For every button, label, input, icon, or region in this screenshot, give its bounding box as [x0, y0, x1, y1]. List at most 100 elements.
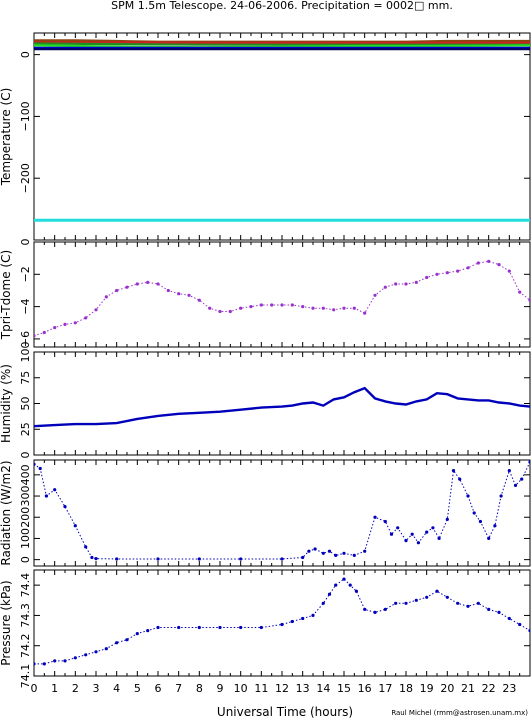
x-tick-label: 6: [155, 682, 162, 695]
temperature-series-line: [34, 44, 530, 49]
tdiff-point: [466, 266, 470, 270]
radiation-frame: [33, 459, 531, 567]
time-axis: 0 1 2 3 4 5 6 7 8 9 10 11 12 13 14 15 16 17 18 19 20 21 22 23: [31, 682, 517, 695]
pressure-point: [239, 625, 243, 630]
temperature-series-line: [34, 39, 530, 43]
x-tick-label: 12: [275, 682, 289, 695]
tdiff-point: [63, 322, 67, 326]
pressure-point: [383, 607, 387, 612]
humidity-ytick-label: 50: [19, 397, 32, 411]
x-tick-label: 22: [482, 682, 496, 695]
x-tick-label: 8: [196, 682, 203, 695]
x-tick-label: 14: [316, 682, 330, 695]
radiation-y-axis-label: Radiation (W/m2): [0, 460, 13, 565]
tdiff-frame: [33, 241, 531, 348]
tdiff-point: [487, 259, 491, 263]
pressure-y-axis-label: Pressure (kPa): [0, 580, 13, 665]
tdiff-ytick-label: −2: [19, 266, 32, 282]
humidity-frame: [33, 351, 531, 456]
pressure-point: [280, 622, 284, 627]
temperature-plot-area: [34, 39, 530, 222]
pressure-point: [42, 662, 46, 666]
temperature-frame: [33, 32, 531, 241]
temperature-ytick-label: −200: [19, 163, 32, 193]
pressure-point: [476, 601, 480, 605]
temperature-ytick-label: 0: [19, 51, 32, 58]
x-tick-label: 1: [51, 682, 58, 695]
pressure-point: [466, 604, 470, 608]
radiation-point: [94, 557, 98, 561]
tdiff-plot-area: [34, 259, 530, 338]
tdiff-point: [259, 303, 263, 307]
tdiff-point: [435, 272, 439, 276]
tdiff-point: [456, 269, 460, 273]
humidity-ytick-label: 75: [19, 371, 32, 385]
tdiff-point: [125, 285, 129, 289]
tdiff-y-axis-label: Tpri-Tdome (C): [0, 250, 13, 340]
panels: 0 −100 −200 Temperature (C) 0 −2 −4 −6 Tpri-Tdom…: [0, 32, 531, 689]
x-tick-label: 16: [358, 682, 372, 695]
x-tick-label: 21: [461, 682, 475, 695]
radiation-ytick-label: 0: [19, 556, 32, 563]
pressure-point: [259, 625, 263, 630]
x-tick-label: 3: [93, 682, 100, 695]
tdiff-point: [239, 306, 243, 310]
humidity-plot-area: [34, 386, 530, 428]
x-tick-label: 7: [175, 682, 182, 695]
temperature-series-line: [34, 41, 530, 45]
tdiff-point: [249, 305, 253, 309]
chart-title: SPM 1.5m Telescope. 24-06-2006. Precipit…: [111, 0, 453, 12]
tdiff-point: [218, 309, 222, 314]
pressure-point-trace: [34, 578, 530, 665]
humidity-ytick-label: 25: [19, 422, 32, 436]
credit-text: Raul Michel (rmm@astrosen.unam.mx): [391, 709, 528, 717]
tdiff-point: [135, 282, 139, 286]
pressure-ytick-label: 74.2: [19, 633, 32, 658]
pressure-ytick-label: 74.1: [19, 664, 32, 689]
pressure-point: [373, 610, 377, 615]
x-tick-label: 4: [113, 682, 120, 695]
x-tick-label: 11: [254, 682, 268, 695]
temperature-series-line: [34, 42, 530, 46]
radiation-point-trace: [34, 461, 530, 560]
temperature-y-axis-label: Temperature (C): [0, 88, 13, 187]
x-tick-label: 19: [420, 682, 434, 695]
humidity-y-axis-label: Humidity (%): [0, 364, 13, 443]
tdiff-point: [445, 271, 449, 275]
radiation-ytick-label: 300: [19, 486, 32, 507]
x-tick-label: 5: [134, 682, 141, 695]
radiation-point: [327, 549, 332, 553]
radiation-ytick-label: 400: [19, 464, 32, 485]
tdiff-panel: 0 −2 −4 −6 Tpri-Tdome (C): [0, 239, 531, 348]
temperature-panel: 0 −100 −200 Temperature (C): [0, 32, 531, 241]
tdiff-ytick-label: −4: [19, 299, 32, 315]
humidity-series-line: [34, 386, 530, 428]
tdiff-point-trace: [34, 260, 530, 337]
radiation-plot-area: [34, 460, 530, 561]
radiation-ytick-label: 100: [19, 528, 32, 549]
x-tick-label: 2: [72, 682, 79, 695]
tdiff-ytick-label: −6: [19, 331, 32, 347]
tdiff-ytick-label: 0: [19, 239, 32, 246]
x-tick-label: 23: [502, 682, 516, 695]
pressure-panel: 74.1 74.2 74.3 74.4 Pressure (kPa): [0, 569, 531, 689]
pressure-point: [63, 659, 67, 663]
x-tick-label: 0: [31, 682, 38, 695]
pressure-ytick-label: 74.4: [19, 573, 32, 598]
radiation-point: [373, 515, 377, 519]
radiation-point: [239, 557, 243, 561]
humidity-ytick-label: 0: [19, 452, 32, 459]
tdiff-point: [270, 303, 274, 307]
humidity-ytick-label: 100: [19, 342, 32, 363]
x-tick-label: 18: [399, 682, 413, 695]
tdiff-point: [146, 280, 150, 284]
humidity-panel: 0 25 50 75 100 Humidity (%): [0, 342, 531, 459]
radiation-point: [451, 469, 456, 473]
radiation-point: [280, 557, 284, 561]
x-tick-label: 10: [234, 682, 248, 695]
x-tick-label: 13: [296, 682, 310, 695]
x-tick-label: 17: [378, 682, 392, 695]
tdiff-point: [476, 261, 480, 265]
